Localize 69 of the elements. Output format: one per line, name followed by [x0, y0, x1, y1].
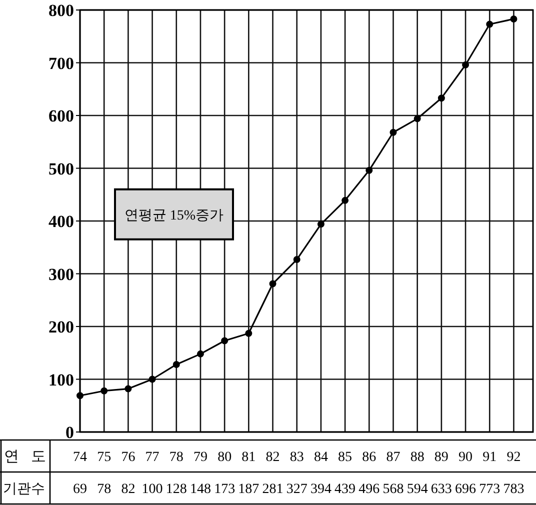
data-label: 128	[166, 482, 187, 497]
x-tick-label: 85	[338, 450, 352, 465]
x-tick-label: 80	[218, 450, 232, 465]
annotation: 연평균 15%증가	[124, 208, 224, 224]
point	[221, 337, 228, 344]
y-axis-title: 기관수	[3, 482, 45, 497]
y-tick-label: 700	[48, 54, 74, 73]
x-tick-label: 86	[362, 450, 376, 465]
point	[269, 280, 276, 288]
x-tick-label: 90	[458, 450, 473, 465]
point	[390, 128, 397, 136]
x-tick-label: 75	[97, 450, 112, 465]
y-tick-label: 300	[48, 264, 74, 284]
x-tick-label: 87	[386, 450, 400, 465]
point	[438, 94, 445, 102]
point	[76, 392, 84, 400]
data-label: 69	[73, 482, 87, 497]
y-tick-label: 0	[66, 423, 74, 442]
x-tick-label: 81	[242, 450, 256, 465]
x-tick-label: 82	[266, 450, 280, 465]
x-axis-title: 연 도	[4, 449, 46, 465]
data-label: 148	[190, 482, 211, 497]
point	[172, 360, 180, 368]
x-tick-label: 89	[434, 450, 448, 465]
point	[100, 387, 108, 394]
y-tick-label: 800	[48, 1, 74, 20]
x-tick-label: 91	[482, 450, 497, 465]
point	[245, 330, 252, 337]
data-label: 594	[406, 482, 428, 497]
data-label: 439	[334, 482, 356, 497]
data-label: 496	[358, 482, 380, 497]
x-tick-label: 76	[121, 450, 136, 465]
data-label: 773	[479, 482, 500, 497]
data-label: 633	[430, 482, 452, 497]
x-tick-label: 88	[410, 450, 424, 465]
y-tick-label: 500	[48, 159, 74, 178]
point	[366, 166, 373, 174]
data-label: 173	[214, 482, 236, 497]
point	[462, 61, 470, 68]
x-tick-label: 84	[314, 450, 328, 465]
point	[148, 376, 156, 383]
data-label: 100	[142, 482, 163, 497]
point	[317, 220, 324, 228]
x-tick-label: 77	[145, 450, 160, 465]
y-tick-label: 400	[48, 212, 74, 231]
x-tick-label: 83	[290, 450, 304, 465]
point	[486, 20, 494, 28]
x-tick-label: 79	[193, 450, 208, 465]
data-label: 568	[382, 482, 404, 497]
point	[124, 385, 132, 392]
y-tick-label: 200	[48, 318, 74, 336]
data-label: 82	[121, 482, 136, 497]
point	[414, 115, 421, 122]
data-label: 394	[310, 482, 332, 497]
x-tick-label: 78	[169, 450, 184, 465]
point	[510, 15, 518, 22]
data-label: 783	[503, 482, 524, 497]
point	[342, 196, 349, 204]
data-label: 78	[97, 482, 112, 497]
data-label: 327	[286, 482, 308, 497]
y-tick-label: 600	[48, 106, 74, 126]
data-label: 696	[455, 482, 476, 497]
x-tick-label: 92	[506, 450, 521, 465]
data-label: 187	[238, 482, 260, 497]
y-tick-label: 100	[48, 370, 74, 390]
point	[293, 256, 300, 264]
data-label: 281	[262, 482, 284, 497]
x-tick-label: 74	[73, 450, 87, 465]
point	[196, 350, 204, 358]
